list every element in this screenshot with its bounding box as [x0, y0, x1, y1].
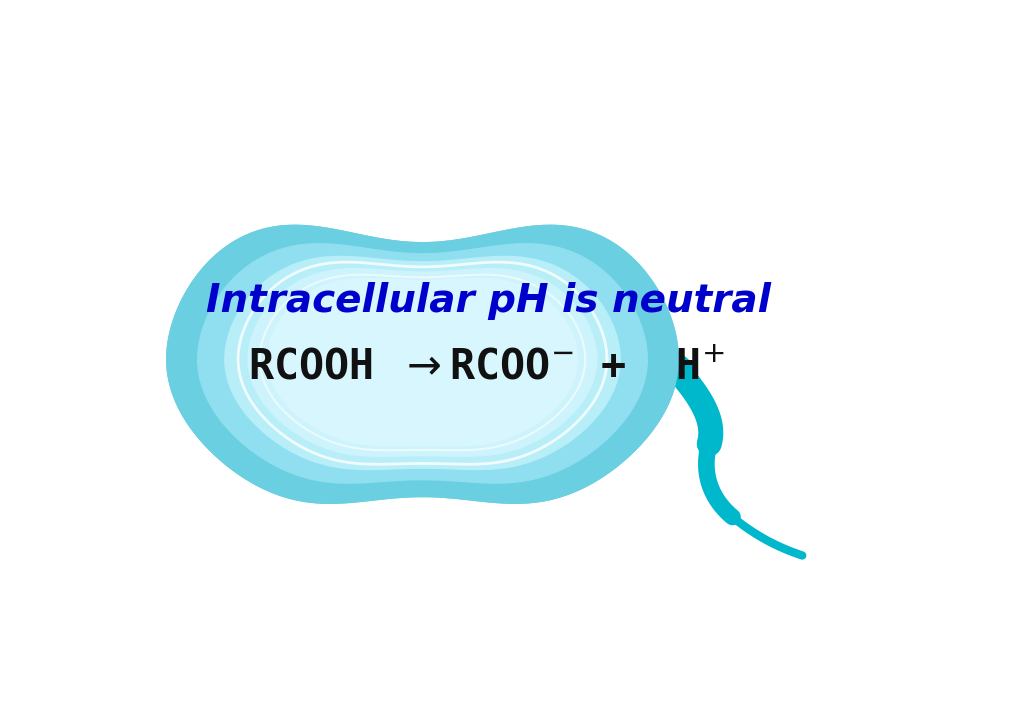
Polygon shape: [225, 257, 621, 470]
Polygon shape: [248, 269, 597, 456]
Polygon shape: [167, 225, 678, 503]
Polygon shape: [198, 244, 647, 483]
Polygon shape: [225, 257, 621, 470]
Polygon shape: [267, 278, 578, 446]
Text: Intracellular pH is neutral: Intracellular pH is neutral: [206, 282, 770, 320]
Polygon shape: [248, 269, 597, 456]
Polygon shape: [167, 225, 678, 503]
Polygon shape: [267, 278, 578, 446]
Text: RCOOH $\rightarrow$RCOO$^{-}$ +  H$^{+}$: RCOOH $\rightarrow$RCOO$^{-}$ + H$^{+}$: [248, 346, 725, 388]
Polygon shape: [198, 244, 647, 483]
